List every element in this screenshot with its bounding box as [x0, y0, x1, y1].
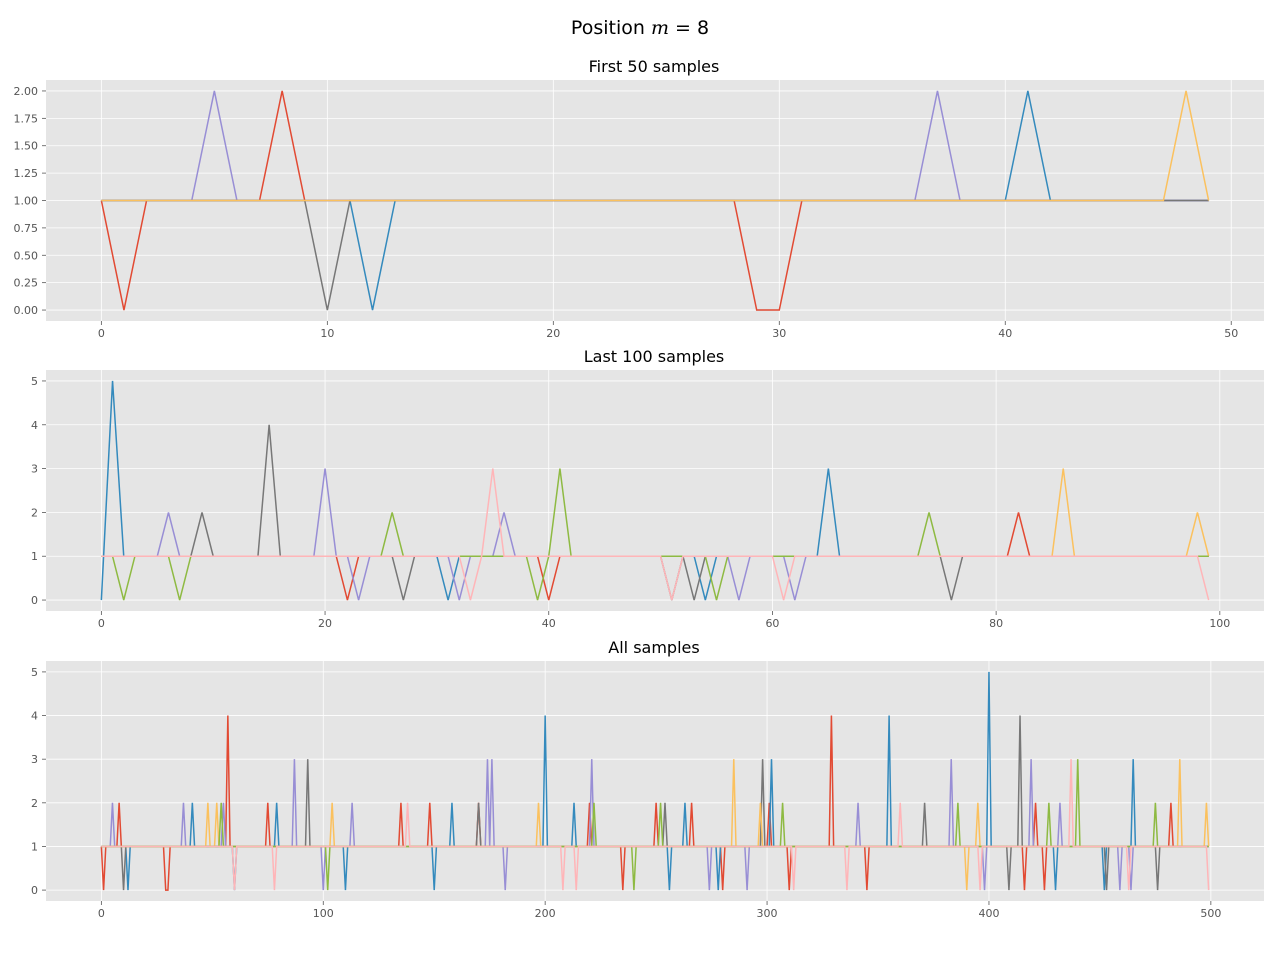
panel-title: All samples: [608, 638, 699, 657]
x-tick-label: 60: [765, 617, 779, 630]
plot-area: [46, 661, 1264, 901]
figure-title-value: = 8: [669, 17, 709, 39]
axis-ticks: 0 10 20 30 40 50 0.00 0.25 0.50 0.75 1.00 1.25 1.50 1…: [14, 85, 1239, 340]
series-lines: [100, 90, 1210, 311]
x-tick-label: 200: [535, 907, 556, 920]
y-tick-label: 1.50: [14, 140, 39, 153]
series-line-s4: [101, 90, 1210, 202]
x-tick-label: 0: [98, 907, 105, 920]
x-tick-label: 50: [1224, 327, 1238, 340]
y-tick-label: 4: [31, 419, 38, 432]
x-tick-label: 0: [98, 617, 105, 630]
y-tick-label: 5: [31, 666, 38, 679]
x-tick-label: 500: [1200, 907, 1221, 920]
y-tick-label: 4: [31, 710, 38, 723]
series-lines: [100, 671, 1210, 891]
y-tick-label: 2: [31, 506, 38, 519]
y-tick-label: 1.25: [14, 167, 39, 180]
x-tick-label: 100: [313, 907, 334, 920]
y-tick-label: 2.00: [14, 85, 39, 98]
y-tick-label: 0: [31, 884, 38, 897]
y-tick-label: 5: [31, 375, 38, 388]
y-tick-label: 1.00: [14, 195, 39, 208]
panel-all-samples: All samples 0 100 200 300 400 500 0 1 2 3 4 5: [31, 638, 1264, 920]
figure-title-prefix: Position: [571, 17, 651, 39]
y-tick-label: 0.50: [14, 249, 39, 262]
y-tick-label: 3: [31, 463, 38, 476]
axis-ticks: 0 100 200 300 400 500 0 1 2 3 4 5: [31, 666, 1221, 920]
y-tick-label: 1.75: [14, 112, 39, 125]
x-tick-label: 40: [542, 617, 556, 630]
x-tick-label: 80: [989, 617, 1003, 630]
panel-title: First 50 samples: [589, 57, 720, 76]
panel-last-100-samples: Last 100 samples 0 20 40 60 80 100 0 1 2 3 4 5: [31, 347, 1264, 630]
y-tick-label: 0.00: [14, 304, 39, 317]
y-tick-label: 0.75: [14, 222, 39, 235]
x-tick-label: 400: [978, 907, 999, 920]
y-tick-label: 0: [31, 594, 38, 607]
series-lines: [100, 380, 1210, 601]
figure-title: Position m = 8: [571, 17, 709, 39]
x-tick-label: 300: [757, 907, 778, 920]
y-tick-label: 1: [31, 840, 38, 853]
y-tick-label: 0.25: [14, 277, 39, 290]
x-tick-label: 20: [318, 617, 332, 630]
axis-ticks: 0 20 40 60 80 100 0 1 2 3 4 5: [31, 375, 1230, 630]
figure-title-variable: m: [651, 17, 669, 39]
x-tick-label: 40: [998, 327, 1012, 340]
x-tick-label: 30: [772, 327, 786, 340]
x-tick-label: 100: [1209, 617, 1230, 630]
x-tick-label: 10: [320, 327, 334, 340]
x-tick-label: 20: [546, 327, 560, 340]
y-tick-label: 3: [31, 753, 38, 766]
panel-first-50-samples: First 50 samples 0 10 20 30 40 50 0.00 0.25 0.50…: [14, 57, 1264, 340]
plot-area: [46, 370, 1264, 611]
x-tick-label: 0: [98, 327, 105, 340]
y-tick-label: 1: [31, 550, 38, 563]
panel-title: Last 100 samples: [584, 347, 725, 366]
series-line-s6: [101, 468, 1210, 601]
y-tick-label: 2: [31, 797, 38, 810]
series-line-s6: [101, 759, 1210, 891]
